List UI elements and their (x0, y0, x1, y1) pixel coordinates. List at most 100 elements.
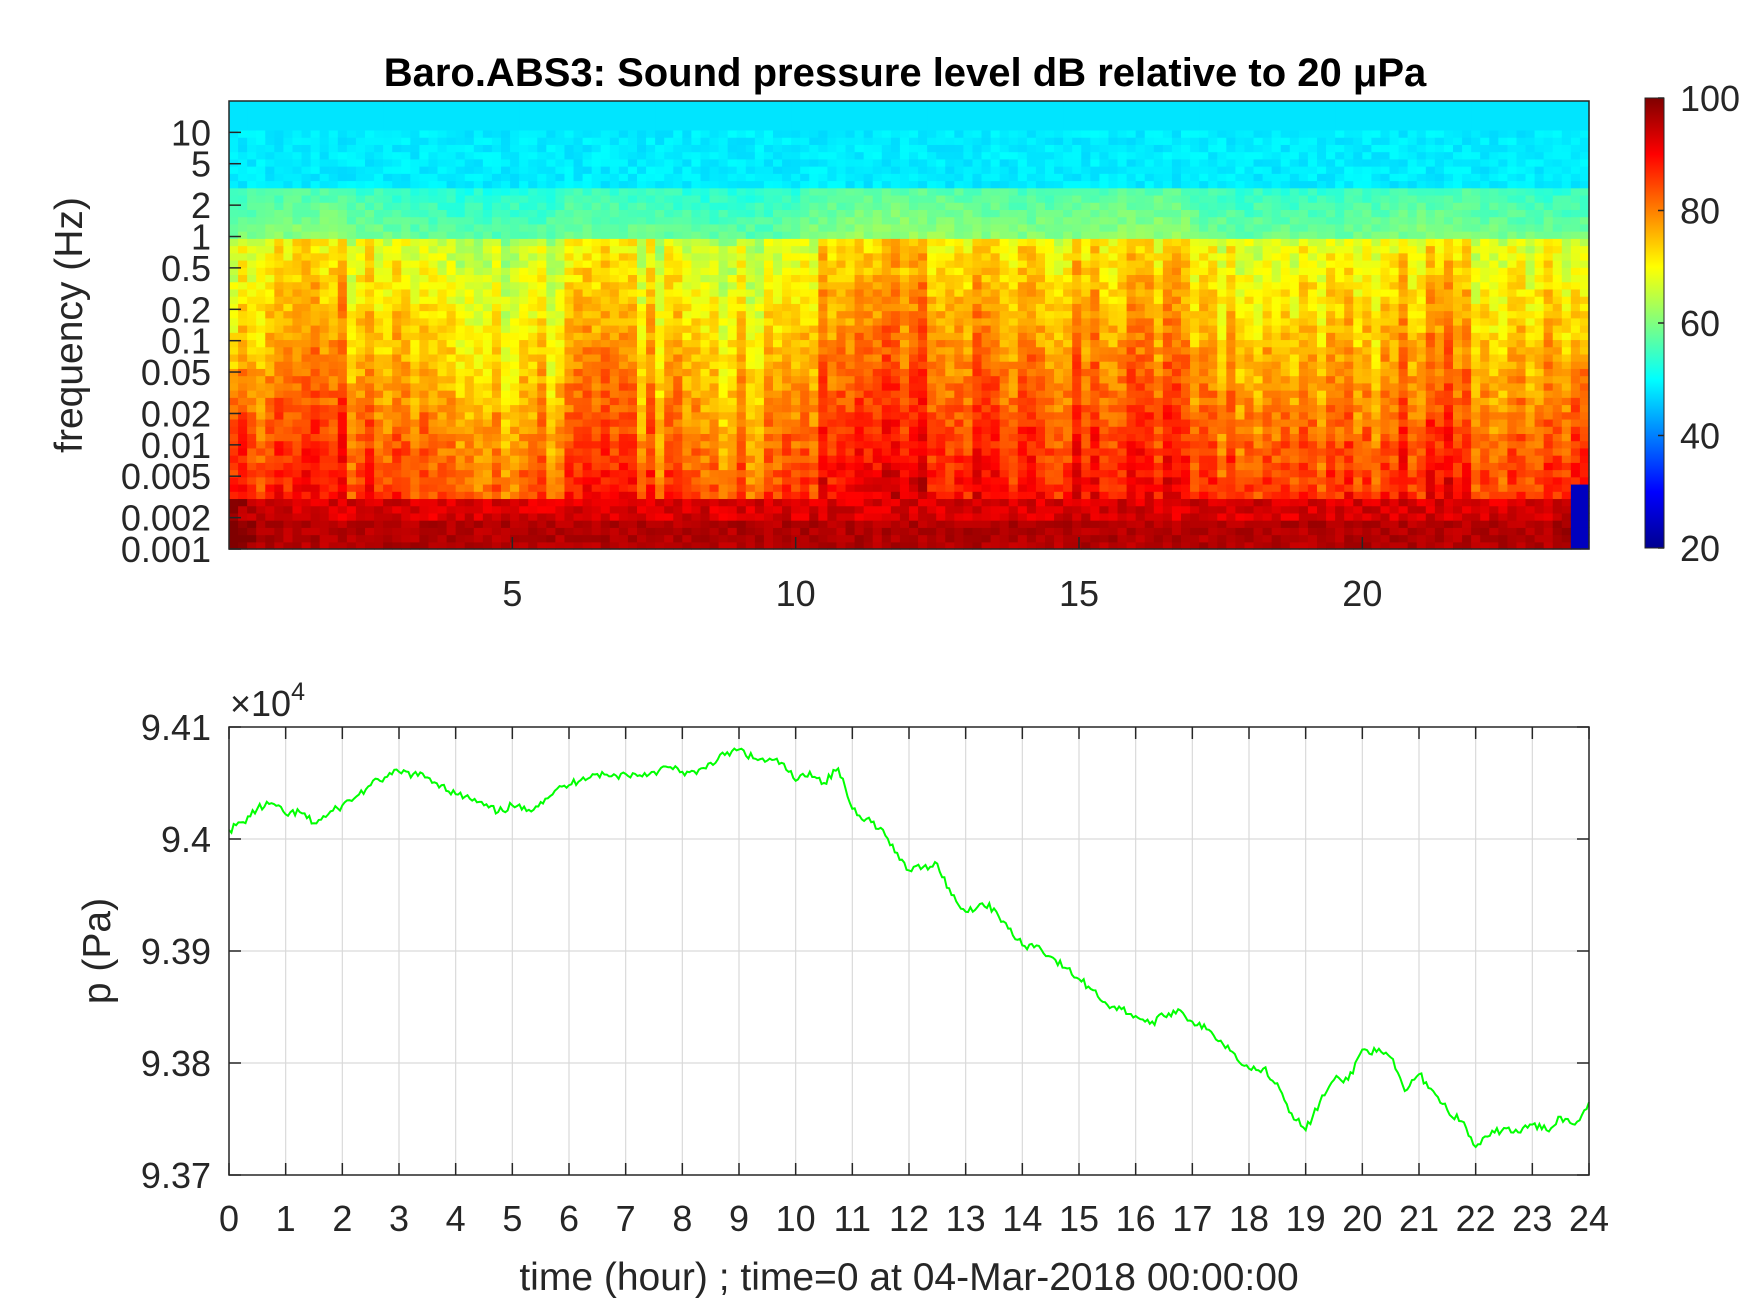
heatmap-cell (600, 411, 611, 420)
heatmap-cell (673, 534, 683, 543)
heatmap-cell (899, 361, 910, 369)
heatmap-cell (754, 151, 765, 160)
heatmap-cell (573, 187, 584, 196)
heatmap-cell (754, 144, 765, 153)
heatmap-cell (618, 520, 629, 528)
heatmap-cell (555, 166, 566, 174)
heatmap-cell (872, 520, 883, 528)
heatmap-cell (854, 353, 865, 362)
heatmap-cell (655, 375, 665, 384)
heatmap-cell (890, 151, 901, 160)
heatmap-cell (936, 129, 946, 138)
heatmap-cell (464, 166, 475, 174)
heatmap-cell (827, 303, 838, 312)
heatmap-cell (754, 418, 765, 427)
heatmap-cell (392, 483, 402, 492)
heatmap-cell (872, 310, 883, 319)
heatmap-cell (274, 238, 284, 247)
heatmap-cell (355, 158, 366, 167)
heatmap-cell (655, 158, 665, 167)
heatmap-cell (346, 144, 357, 153)
heatmap-cell (736, 216, 747, 225)
heatmap-cell (664, 339, 674, 348)
heatmap-cell (809, 180, 819, 189)
heatmap-cell (899, 166, 910, 174)
heatmap-cell (890, 483, 901, 492)
heatmap-cell (945, 202, 955, 210)
heatmap-cell (410, 238, 420, 247)
heatmap-cell (637, 202, 647, 210)
heatmap-cell (346, 440, 357, 449)
heatmap-cell (745, 527, 756, 536)
heatmap-cell (401, 137, 411, 145)
heatmap-cell (328, 151, 339, 160)
heatmap-cell (637, 512, 647, 521)
heatmap-cell (437, 288, 448, 297)
heatmap-cell (754, 440, 765, 449)
heatmap-cell (700, 223, 711, 232)
heatmap-cell (845, 151, 856, 160)
heatmap-cell (238, 259, 248, 268)
heatmap-cell (899, 476, 910, 485)
heatmap-cell (709, 101, 720, 109)
heatmap-cell (899, 223, 910, 232)
heatmap-cell (773, 541, 783, 550)
heatmap-cell (909, 245, 919, 254)
heatmap-cell (845, 534, 856, 543)
heatmap-cell (410, 462, 420, 471)
heatmap-cell (709, 332, 720, 341)
heatmap-cell (274, 129, 284, 138)
heatmap-cell (637, 346, 647, 355)
heatmap-cell (328, 245, 339, 254)
heatmap-cell (600, 433, 611, 442)
heatmap-cell (437, 483, 448, 492)
heatmap-cell (537, 498, 547, 507)
heatmap-cell (346, 245, 357, 254)
heatmap-cell (709, 187, 720, 196)
heatmap-cell (700, 187, 711, 196)
heatmap-cell (256, 346, 266, 355)
heatmap-cell (247, 325, 257, 333)
heatmap-cell (383, 231, 393, 239)
heatmap-cell (881, 455, 892, 463)
heatmap-cell (265, 259, 275, 268)
heatmap-cell (881, 520, 892, 528)
heatmap-cell (564, 202, 575, 210)
heatmap-cell (564, 455, 575, 463)
heatmap-cell (346, 512, 357, 521)
heatmap-cell (256, 274, 266, 283)
heatmap-cell (464, 462, 475, 471)
heatmap-cell (818, 353, 828, 362)
heatmap-cell (365, 339, 375, 348)
heatmap-cell (664, 462, 674, 471)
heatmap-cell (328, 498, 339, 507)
heatmap-cell (365, 310, 375, 319)
heatmap-cell (355, 483, 366, 492)
heatmap-cell (727, 325, 738, 333)
heatmap-cell (229, 288, 239, 297)
heatmap-cell (691, 382, 702, 391)
heatmap-cell (800, 180, 810, 189)
heatmap-cell (763, 115, 774, 124)
heatmap-cell (555, 129, 566, 138)
heatmap-cell (283, 447, 294, 456)
heatmap-cell (301, 216, 312, 225)
heatmap-cell (283, 187, 294, 196)
heatmap-cell (745, 491, 756, 500)
heatmap-cell (283, 332, 294, 341)
heatmap-cell (899, 491, 910, 500)
heatmap-cell (573, 505, 584, 514)
heatmap-cell (464, 418, 475, 427)
heatmap-cell (936, 173, 946, 182)
heatmap-cell (782, 245, 792, 254)
heatmap-cell (736, 325, 747, 333)
heatmap-cell (310, 397, 321, 406)
heatmap-cell (600, 303, 611, 312)
heatmap-cell (945, 498, 955, 507)
heatmap-cell (754, 397, 765, 406)
heatmap-cell (836, 101, 847, 109)
heatmap-cell (491, 115, 502, 124)
heatmap-cell (682, 455, 692, 463)
heatmap-cell (827, 469, 838, 478)
heatmap-cell (845, 390, 856, 398)
